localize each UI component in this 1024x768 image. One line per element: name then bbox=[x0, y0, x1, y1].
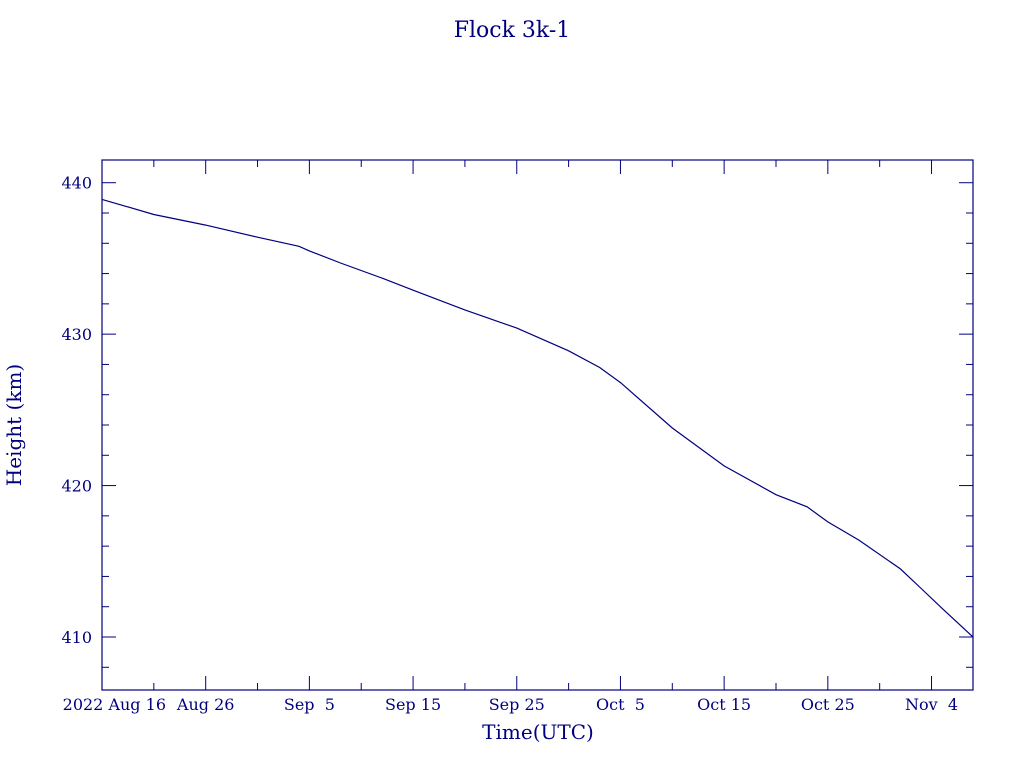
x-tick-label: Oct 25 bbox=[801, 695, 855, 714]
x-tick-label: Nov 4 bbox=[905, 695, 958, 714]
x-axis-label: Time(UTC) bbox=[482, 720, 594, 744]
y-tick-label: 430 bbox=[61, 325, 92, 344]
plot-frame bbox=[101, 159, 974, 691]
chart-title: Flock 3k-1 bbox=[454, 18, 571, 43]
x-tick-label: Sep 15 bbox=[385, 695, 441, 714]
y-tick-label: 420 bbox=[61, 477, 92, 496]
x-tick-label: Oct 15 bbox=[697, 695, 751, 714]
axis-tick-labels: 410 420 430 440 2022 Aug 16 Aug 26 Sep 5 Sep 15… bbox=[61, 174, 958, 714]
y-axis-label: Height (km) bbox=[2, 364, 26, 486]
x-tick-label: Aug 26 bbox=[176, 695, 235, 714]
series-line bbox=[101, 198, 974, 638]
x-tick-label: Sep 5 bbox=[284, 695, 335, 714]
x-tick-label: Oct 5 bbox=[596, 695, 645, 714]
x-tick-label: 2022 Aug 16 bbox=[63, 695, 166, 714]
axis-ticks bbox=[101, 160, 973, 690]
x-tick-label: Sep 25 bbox=[489, 695, 545, 714]
y-tick-label: 410 bbox=[61, 628, 92, 647]
y-tick-label: 440 bbox=[61, 174, 92, 193]
